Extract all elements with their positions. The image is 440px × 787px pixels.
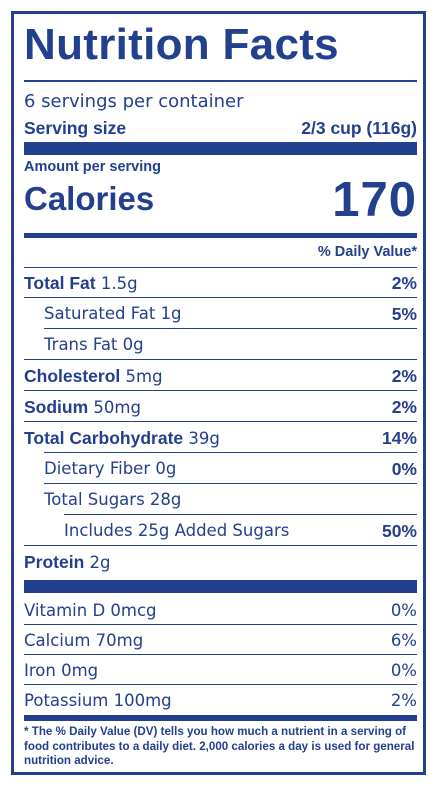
amount-per-serving: Amount per serving xyxy=(24,159,161,175)
vitamin-dv: 2% xyxy=(390,691,417,710)
nutrient-name: Trans Fat 0g xyxy=(44,335,144,354)
calories-value: 170 xyxy=(332,173,417,227)
row-divider xyxy=(24,545,417,546)
nutrient-dv: 5% xyxy=(391,304,417,324)
daily-value-header: % Daily Value* xyxy=(317,244,417,260)
vitamin-name: Vitamin D 0mcg xyxy=(24,601,157,620)
nutrient-dv: 2% xyxy=(391,273,417,293)
nutrient-name: Protein xyxy=(24,552,85,572)
vitamin-name: Calcium 70mg xyxy=(24,631,144,650)
nutrient-row-trans-fat: Trans Fat 0g xyxy=(24,330,417,360)
vitamin-row-potassium: Potassium 100mg 2% xyxy=(24,685,417,715)
row-divider xyxy=(24,624,417,625)
nutrition-facts-label: Nutrition Facts 6 servings per container… xyxy=(11,11,426,775)
nutrient-row-total-sugars: Total Sugars 28g xyxy=(24,485,417,515)
vitamin-name: Potassium 100mg xyxy=(24,691,172,710)
nutrient-dv: 2% xyxy=(391,366,417,386)
nutrient-row-total-fat: Total Fat 1.5g 2% xyxy=(24,268,417,298)
calories-divider xyxy=(24,233,417,238)
nutrient-name: Cholesterol xyxy=(24,366,121,386)
nutrient-name: Total Sugars 28g xyxy=(44,490,182,509)
nutrient-dv: 14% xyxy=(381,428,417,448)
row-divider xyxy=(44,483,417,484)
vitamin-dv: 0% xyxy=(390,661,417,680)
title-divider xyxy=(24,80,417,82)
nutrient-amount: 39g xyxy=(188,429,220,448)
row-divider xyxy=(44,328,417,329)
serving-size-value: 2/3 cup (116g) xyxy=(301,118,417,138)
nutrient-amount: 50mg xyxy=(93,398,141,417)
dv-divider xyxy=(24,267,417,268)
nutrient-name: Total Fat xyxy=(24,273,96,293)
vitamin-row-calcium: Calcium 70mg 6% xyxy=(24,625,417,655)
nutrient-amount: 5mg xyxy=(125,367,163,386)
vitamin-row-vitamin-d: Vitamin D 0mcg 0% xyxy=(24,595,417,625)
nutrient-row-protein: Protein 2g xyxy=(24,547,417,577)
nutrient-row-total-carbohydrate: Total Carbohydrate 39g 14% xyxy=(24,423,417,453)
nutrient-name: Includes 25g Added Sugars xyxy=(64,521,290,540)
protein-divider xyxy=(24,580,417,593)
nutrient-row-saturated-fat: Saturated Fat 1g 5% xyxy=(24,299,417,329)
serving-size-label: Serving size xyxy=(24,118,127,138)
nutrient-row-dietary-fiber: Dietary Fiber 0g 0% xyxy=(24,454,417,484)
row-divider xyxy=(24,297,417,298)
row-divider xyxy=(24,359,417,360)
vitamin-row-iron: Iron 0mg 0% xyxy=(24,655,417,685)
servings-per-container: 6 servings per container xyxy=(24,91,244,112)
row-divider xyxy=(24,654,417,655)
label-title: Nutrition Facts xyxy=(24,20,339,69)
footnote-divider xyxy=(24,715,417,721)
nutrient-row-sodium: Sodium 50mg 2% xyxy=(24,392,417,422)
row-divider xyxy=(24,684,417,685)
nutrient-name: Saturated Fat 1g xyxy=(44,304,182,323)
nutrient-name: Sodium xyxy=(24,397,89,417)
nutrient-name: Dietary Fiber 0g xyxy=(44,459,177,478)
nutrient-dv: 0% xyxy=(391,459,417,479)
nutrient-row-added-sugars: Includes 25g Added Sugars 50% xyxy=(24,516,417,546)
vitamin-dv: 0% xyxy=(390,601,417,620)
nutrient-amount: 1.5g xyxy=(100,274,138,293)
calories-label: Calories xyxy=(24,180,155,217)
nutrient-dv: 50% xyxy=(381,521,417,541)
nutrient-amount: 2g xyxy=(89,553,111,572)
nutrient-dv: 2% xyxy=(391,397,417,417)
row-divider xyxy=(24,390,417,391)
nutrient-row-cholesterol: Cholesterol 5mg 2% xyxy=(24,361,417,391)
nutrient-name: Total Carbohydrate xyxy=(24,428,184,448)
vitamin-dv: 6% xyxy=(390,631,417,650)
serving-divider xyxy=(24,142,417,155)
footnote: * The % Daily Value (DV) tells you how m… xyxy=(24,725,415,767)
vitamin-name: Iron 0mg xyxy=(24,661,99,680)
row-divider xyxy=(44,452,417,453)
row-divider xyxy=(24,421,417,422)
row-divider xyxy=(64,514,417,515)
